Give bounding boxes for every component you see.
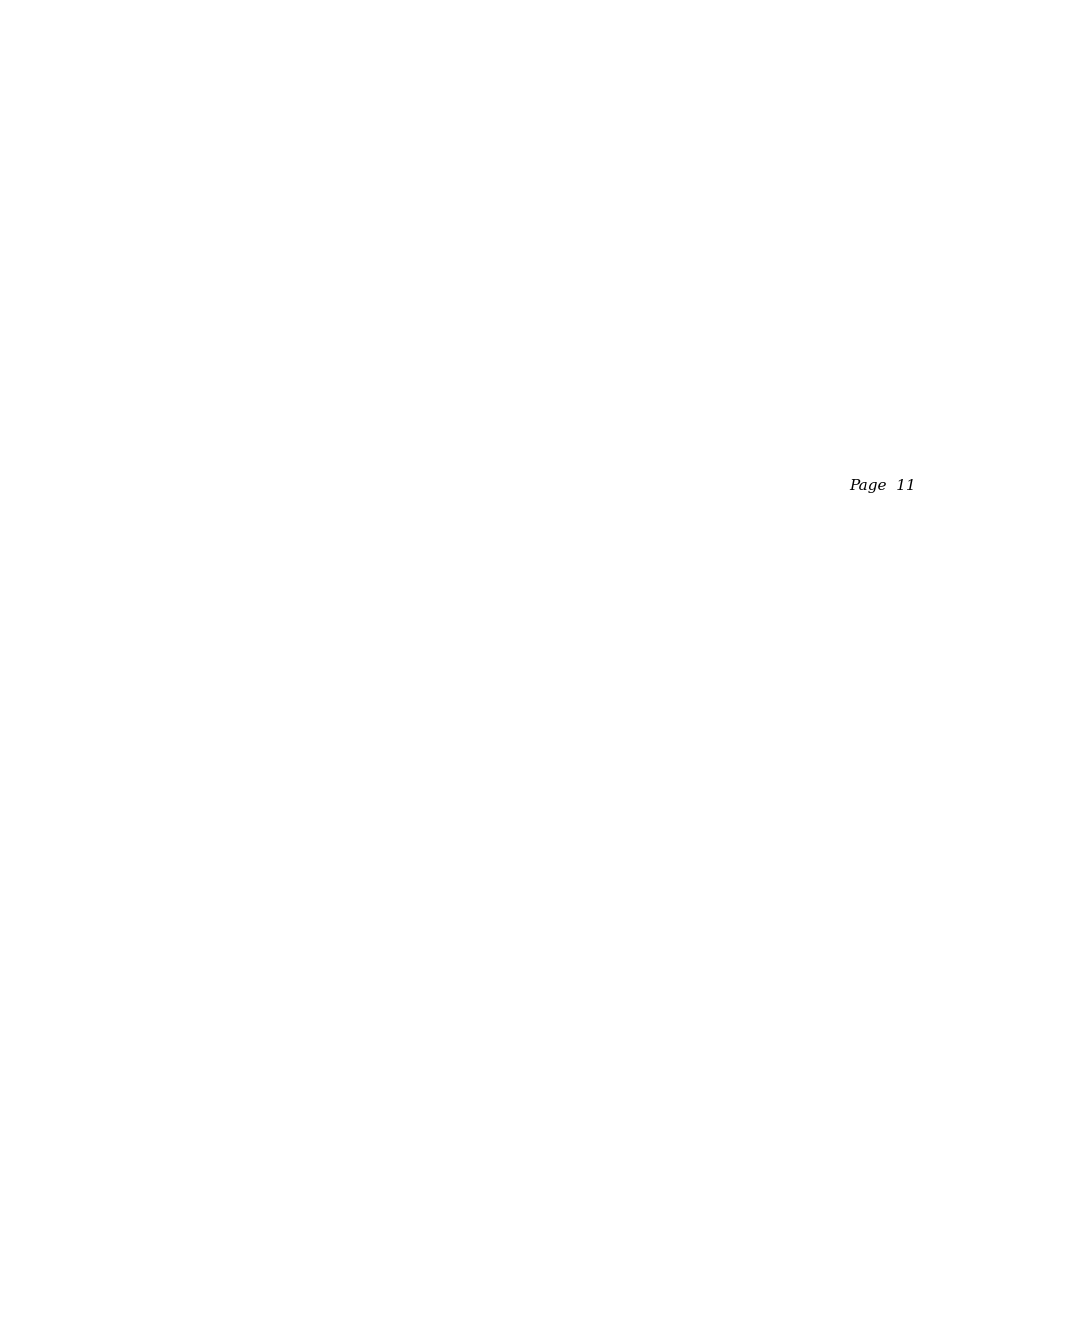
Text: Page  11: Page 11 — [850, 479, 916, 492]
